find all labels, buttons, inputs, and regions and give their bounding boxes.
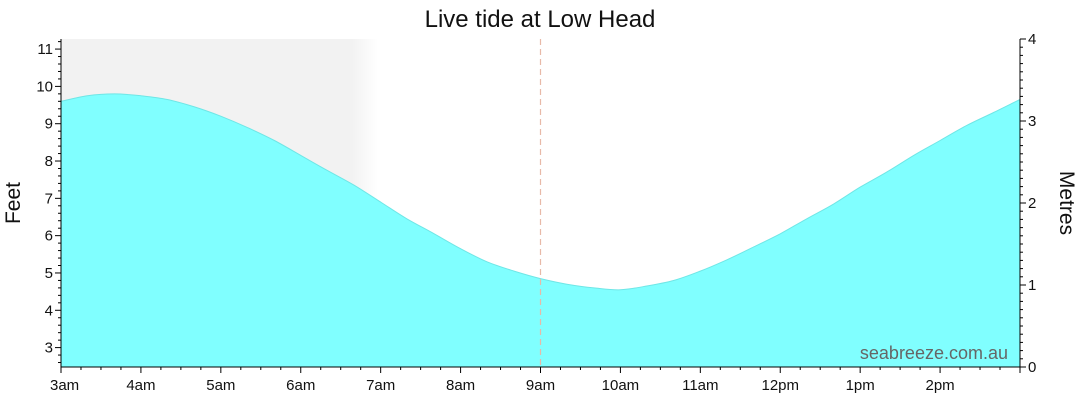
x-tick-label: 7am: [366, 377, 395, 394]
left-tick-label: 6: [45, 228, 53, 245]
right-axis: 0 1 2 3 4: [1019, 31, 1036, 376]
left-tick-label: 8: [45, 153, 53, 170]
right-tick-label: 1: [1028, 277, 1036, 294]
x-tick-label: 6am: [286, 377, 315, 394]
left-tick-label: 10: [36, 78, 53, 95]
left-tick-label: 7: [45, 190, 53, 207]
right-axis-title: Metres: [1055, 171, 1078, 235]
x-tick-label: 11am: [682, 377, 718, 394]
left-tick-label: 4: [45, 302, 53, 319]
tide-line: [60, 93, 1021, 291]
left-tick-label: 9: [45, 116, 53, 133]
right-tick-label: 3: [1028, 113, 1036, 130]
left-tick-label: 11: [37, 41, 53, 58]
right-tick-label: 4: [1028, 31, 1036, 48]
watermark: seabreeze.com.au: [860, 343, 1008, 363]
bottom-axis: 3am 4am 5am 6am 7am 8am 9am 10am 11am 12pm 1pm 2pm: [50, 366, 1021, 394]
left-tick-label: 5: [45, 265, 53, 282]
x-tick-label: 5am: [206, 377, 235, 394]
right-tick-label: 2: [1028, 195, 1036, 212]
x-tick-label: 12pm: [761, 377, 799, 394]
x-tick-label: 10am: [602, 377, 640, 394]
x-tick-label: 3am: [50, 377, 79, 394]
x-tick-label: 4am: [126, 377, 155, 394]
tide-area: [61, 93, 1020, 368]
x-tick-label: 1pm: [846, 377, 875, 394]
left-axis: 3 4 5 6 7 8 9 10 11: [36, 39, 62, 367]
left-axis-title: Feet: [2, 182, 25, 224]
x-tick-label: 9am: [526, 377, 555, 394]
left-tick-label: 3: [45, 340, 53, 357]
right-tick-label: 0: [1028, 359, 1036, 376]
chart-title: Live tide at Low Head: [425, 6, 656, 33]
x-tick-label: 8am: [446, 377, 475, 394]
x-tick-label: 2pm: [925, 377, 954, 394]
